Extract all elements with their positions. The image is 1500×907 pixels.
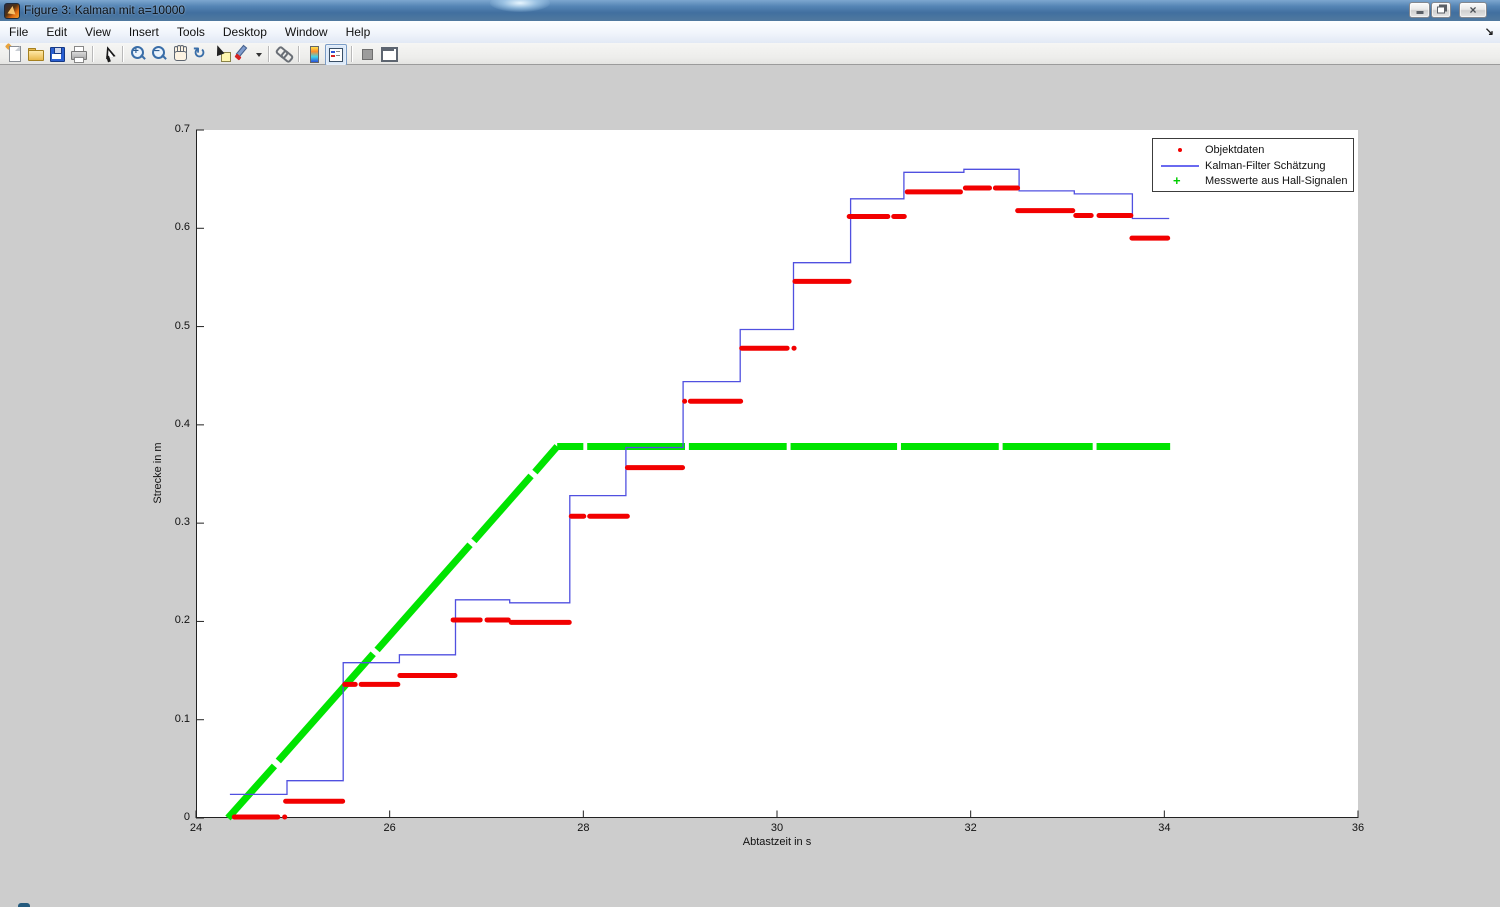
titlebar-gloss [490,0,550,12]
rotate-3d-icon[interactable]: ↻ [193,45,206,62]
legend-entry-messwerte: + Messwerte aus Hall-Signalen [1153,173,1353,189]
toolbar-separator [351,46,352,62]
legend-marker-dot [1159,142,1201,158]
hall-measurement-line [275,651,376,764]
close-button[interactable]: × [1459,2,1487,18]
taskbar-peek [18,903,30,907]
print-figure-icon[interactable] [68,44,88,64]
legend-marker-plus: + [1173,173,1181,188]
hide-plot-tools-icon[interactable] [357,44,377,64]
menu-desktop[interactable]: Desktop [222,25,267,39]
close-icon: × [1469,3,1477,17]
dock-figure-icon[interactable] [378,44,398,64]
insert-colorbar-icon[interactable] [304,44,324,64]
legend-entry-objektdaten: Objektdaten [1153,142,1353,158]
new-figure-icon[interactable] [4,42,25,64]
y-tick-label: 0.6 [174,221,190,234]
plot-area[interactable] [195,129,1359,821]
x-tick-label: 26 [383,822,396,834]
y-tick-label: 0.5 [174,319,190,332]
x-tick-label: 30 [770,822,784,834]
minimize-icon [1416,11,1423,14]
link-plot-icon[interactable] [274,44,295,64]
insert-legend-icon[interactable] [325,44,347,66]
menu-file[interactable]: File [9,25,29,39]
menu-window[interactable]: Window [284,25,328,39]
toolbar-separator [122,46,123,62]
menu-help[interactable]: Help [345,25,371,39]
edit-plot-icon[interactable] [98,44,118,64]
x-tick-label: 28 [577,822,590,834]
kalman-estimate-line [229,168,1170,796]
menu-bar: File Edit View Insert Tools Desktop Window Help… [0,21,1500,44]
y-tick-label: 0.7 [174,123,190,135]
legend[interactable]: Objektdaten Kalman-Filter Schätzung + Me… [1152,138,1354,192]
hall-measurement-line [471,473,534,544]
legend-label: Messwerte aus Hall-Signalen [1205,175,1348,187]
menu-edit[interactable]: Edit [46,25,68,39]
title-bar[interactable]: Figure 3: Kalman mit a=10000 × [0,0,1500,22]
data-cursor-icon[interactable] [212,43,232,64]
x-tick-label: 32 [964,822,977,834]
y-tick-label: 0.1 [174,712,190,725]
x-axis-label: Abtastzeit in s [742,836,812,848]
toolbar-separator [92,46,93,62]
minimize-button[interactable] [1409,2,1430,18]
brush-dropdown-caret-icon[interactable] [254,44,264,64]
restore-button[interactable] [1431,2,1451,18]
zoom-in-icon[interactable]: + [128,44,148,64]
x-tick-label: 36 [1351,822,1365,834]
hall-measurement-line [225,763,278,821]
legend-label: Kalman-Filter Schätzung [1205,160,1326,172]
y-tick-label: 0.4 [174,417,190,430]
figure-canvas: 24 26 28 30 32 34 36 0 0.1 0.2 0.3 0.4 0.5 0.6 0.7 Abt… [0,65,1500,907]
open-file-icon[interactable] [26,44,46,64]
y-tick-label: 0.3 [174,516,190,529]
y-axis-label: Strecke in m [152,442,164,504]
menu-view[interactable]: View [85,25,111,39]
menu-insert[interactable]: Insert [128,25,159,39]
pan-icon[interactable] [170,44,190,64]
toolbar-separator [268,46,269,62]
legend-entry-kalman: Kalman-Filter Schätzung [1153,158,1353,174]
dock-arrow-icon[interactable]: ↘ [1484,26,1494,38]
x-tick-label: 34 [1158,822,1171,834]
x-tick-label: 24 [189,822,203,834]
hall-measurement-line [374,542,473,653]
toolbar-separator [298,46,299,62]
window-title: Figure 3: Kalman mit a=10000 [24,3,186,17]
matlab-logo-icon [4,3,20,19]
y-tick-label: 0 [183,811,190,823]
menu-tools[interactable]: Tools [176,25,205,39]
legend-label: Objektdaten [1205,144,1265,156]
legend-marker-line [1159,158,1201,174]
restore-icon [1437,6,1445,14]
zoom-out-icon[interactable]: − [149,44,169,64]
brush-data-icon[interactable] [233,44,253,64]
toolbar: + − ↻ [0,42,1500,66]
save-figure-icon[interactable] [47,44,67,64]
hall-measurement-line [532,444,560,475]
y-tick-label: 0.2 [174,614,190,627]
